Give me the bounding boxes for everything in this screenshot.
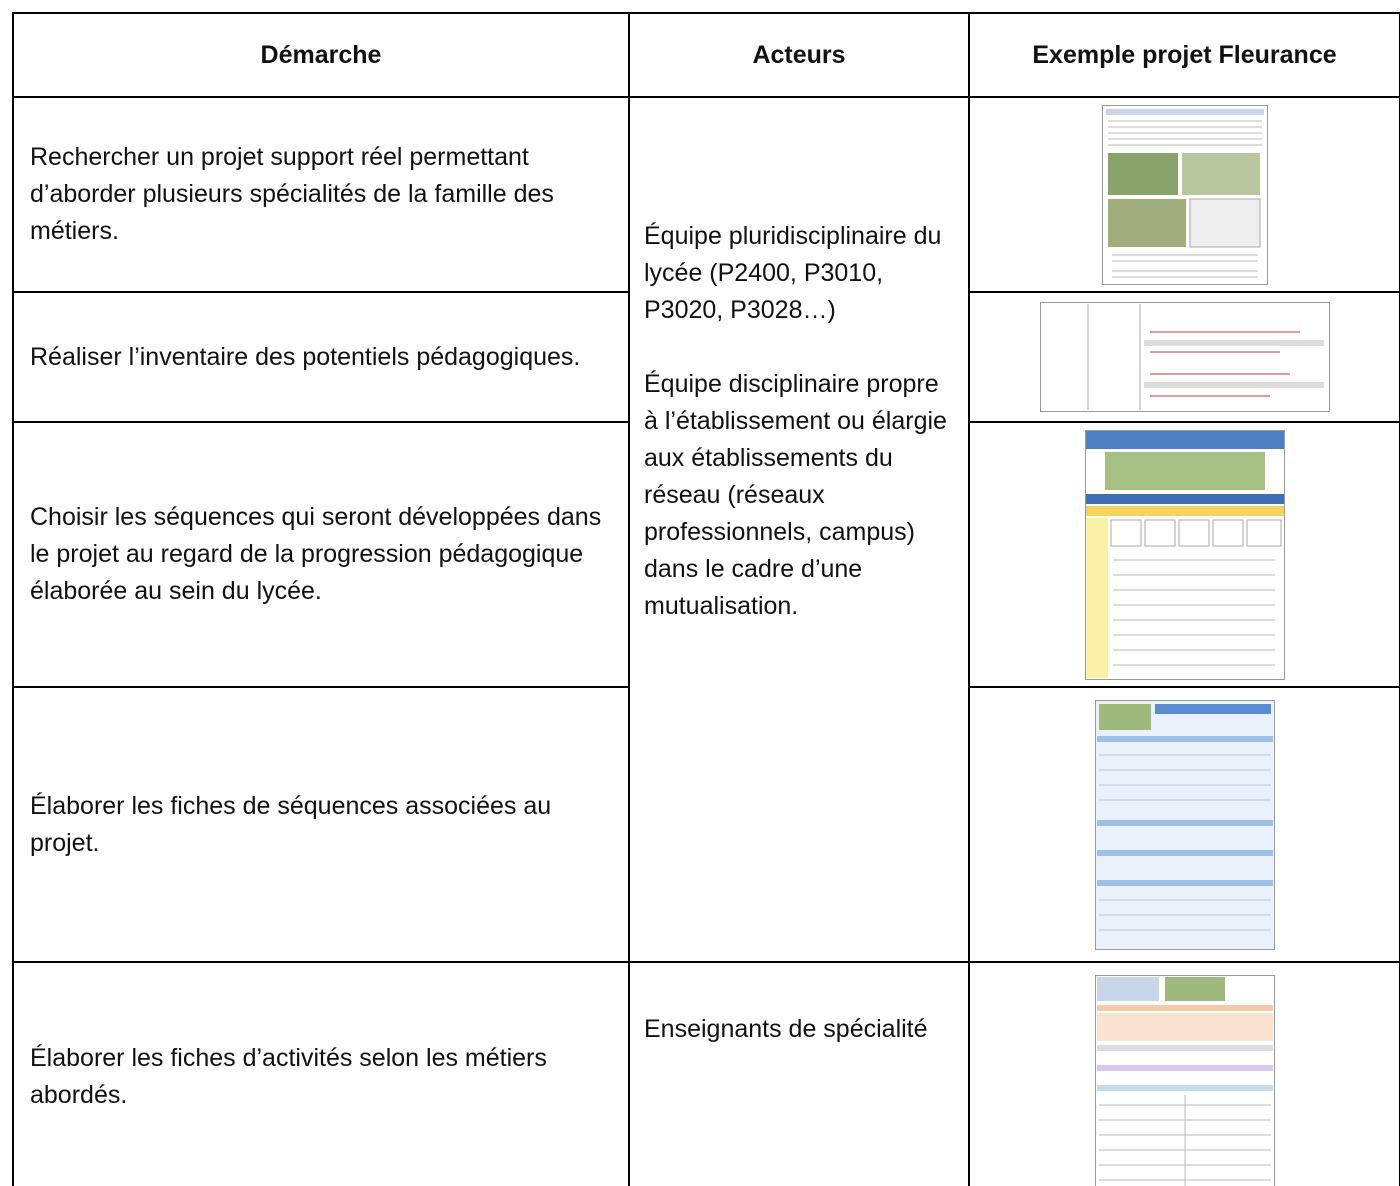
demarche-cell: Rechercher un projet support réel permet…: [12, 96, 630, 293]
header-row: Démarche Acteurs Exemple projet Fleuranc…: [12, 12, 1400, 98]
demarche-cell: Élaborer les fiches d’activités selon le…: [12, 961, 630, 1186]
acteurs-text: Équipe pluridisciplinaire du lycée (P240…: [644, 222, 942, 324]
thumbnail: [1094, 975, 1275, 1186]
demarche-cell: Choisir les séquences qui seront dévelop…: [12, 421, 630, 688]
header-cell: Acteurs: [628, 12, 970, 98]
row: Choisir les séquences qui seront dévelop…: [12, 421, 1400, 688]
acteurs-text: Enseignants de spécialité: [644, 1015, 928, 1043]
demarche-cell: Élaborer les fiches de séquences associé…: [12, 686, 630, 963]
row: Élaborer les fiches d’activités selon le…: [12, 961, 1400, 1186]
table: Démarche Acteurs Exemple projet Fleuranc…: [12, 12, 1400, 1186]
header-cell: Démarche: [12, 12, 630, 98]
thumbnail-cell: [968, 291, 1400, 423]
demarche-cell: Réaliser l’inventaire des potentiels péd…: [12, 291, 630, 423]
header-cell: Exemple projet Fleurance: [968, 12, 1400, 98]
thumbnail-cell: [968, 421, 1400, 688]
thumbnail-cell: [968, 961, 1400, 1186]
thumbnail-cell: [968, 686, 1400, 963]
thumbnail: [1101, 104, 1268, 285]
thumbnail: [1039, 302, 1330, 412]
thumbnail-cell: [968, 96, 1400, 293]
acteurs-cell: Équipe pluridisciplinaire du lycée (P240…: [628, 96, 970, 963]
row: Rechercher un projet support réel permet…: [12, 96, 1400, 963]
row: Réaliser l’inventaire des potentiels péd…: [12, 291, 1400, 423]
row: Élaborer les fiches de séquences associé…: [12, 686, 1400, 963]
thumbnail: [1094, 699, 1275, 950]
acteurs-text: Équipe disciplinaire propre à l’établiss…: [644, 370, 947, 620]
acteurs-cell: Enseignants de spécialité: [628, 961, 970, 1186]
thumbnail: [1084, 429, 1285, 680]
